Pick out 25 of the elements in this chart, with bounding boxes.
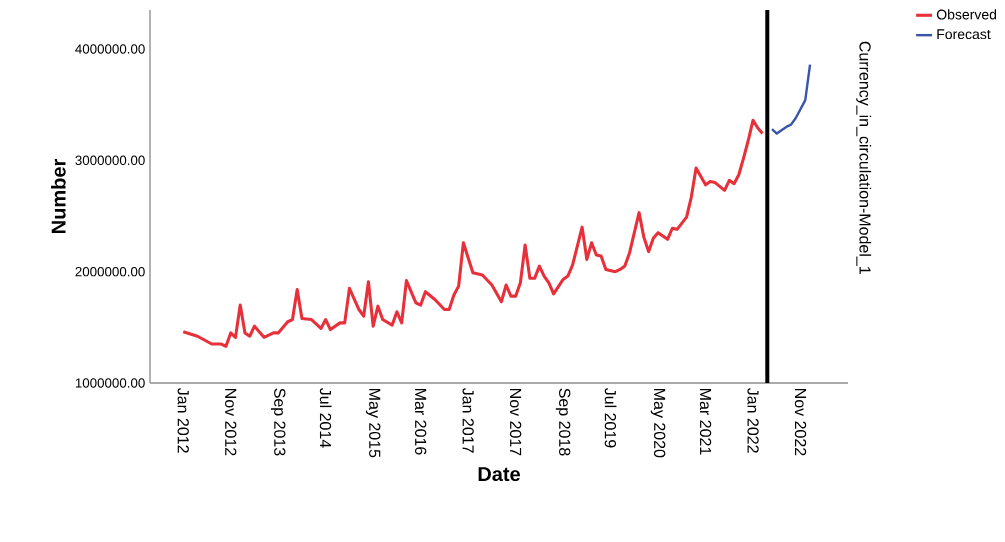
x-tick-label: Jul 2019 <box>604 387 617 448</box>
legend-label: Observed <box>936 9 997 20</box>
x-tick-label: May 2015 <box>365 389 381 458</box>
x-tick-label: Jan 2012 <box>177 387 189 453</box>
x-tick-label: Jan 2022 <box>747 387 759 453</box>
y-tick-label: 2000000.00 <box>75 266 145 277</box>
line-series <box>181 118 765 348</box>
text: Currency_in_circulation-Model_1 <box>856 41 872 274</box>
y-tick-label: 1000000.00 <box>75 378 145 388</box>
y-tick-label: 4000000.00 <box>75 44 145 54</box>
y-axis-title: Number <box>51 159 66 233</box>
x-tick-label: Mar 2021 <box>699 389 712 455</box>
x-tick-label: Jan 2017 <box>462 387 474 453</box>
line-series <box>770 63 812 135</box>
x-tick-label: Nov 2012 <box>225 389 237 456</box>
x-tick-label: May 2020 <box>650 389 666 458</box>
x-tick-label: Sep 2018 <box>555 388 571 456</box>
x-tick-label: Mar 2016 <box>415 389 427 455</box>
x-tick-label: Sep 2013 <box>270 388 286 456</box>
legend-label: Forecast <box>937 29 991 40</box>
x-tick-label: Nov 2017 <box>509 389 522 456</box>
x-axis-title: Date <box>478 467 520 482</box>
y-tick-label: 3000000.00 <box>75 155 145 166</box>
x-tick-label: Jul 2014 <box>319 387 332 448</box>
x-tick-label: Nov 2022 <box>794 389 807 456</box>
